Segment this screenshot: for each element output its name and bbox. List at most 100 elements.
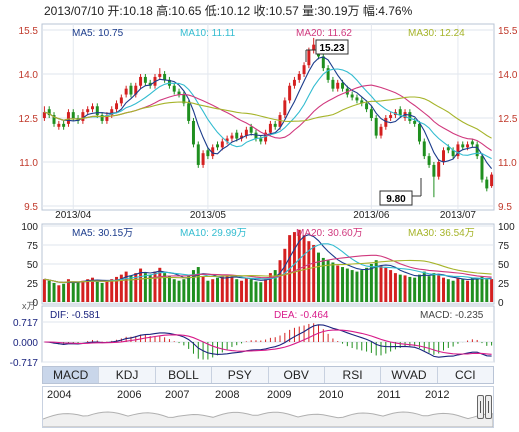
candle-body (283, 100, 287, 116)
candle-body (485, 179, 489, 189)
candle-body (302, 65, 306, 74)
price-x-tick: 2013/05 (190, 210, 227, 221)
candle-body (336, 82, 340, 89)
volume-bar (259, 282, 263, 302)
volume-bar (403, 275, 407, 302)
volume-y-tick-right: 75 (498, 241, 510, 252)
candle-body (86, 109, 90, 113)
candle-body (389, 115, 393, 118)
volume-legend-ma10: MA10: 29.99万 (180, 228, 247, 239)
candle-body (191, 120, 195, 145)
candle-body (158, 74, 162, 77)
macd-lines (44, 324, 492, 358)
volume-bar (90, 277, 94, 302)
candle-body (66, 112, 70, 124)
volume-legend-ma30: MA30: 36.54万 (408, 228, 475, 239)
price-y-tick-left: 9.5 (24, 202, 38, 213)
candle-body (273, 123, 277, 127)
volume-bar (163, 273, 167, 302)
volume-bar (384, 267, 388, 302)
candle-body (384, 118, 388, 127)
tab-wvad[interactable]: WVAD (381, 367, 438, 383)
volume-bar (66, 279, 70, 302)
volume-bar (177, 280, 181, 302)
candle-body (249, 126, 253, 133)
volume-bar (417, 274, 421, 302)
tab-obv[interactable]: OBV (269, 367, 325, 383)
volume-bar (139, 268, 143, 302)
price-y-axis: 9.5 9.5 11.0 11.0 12.5 12.5 14.0 14.0 15.5 15.5 (19, 26, 518, 213)
candle-body (254, 132, 258, 139)
volume-bar (427, 276, 431, 302)
volume-bar (326, 260, 330, 302)
volume-bar (129, 275, 133, 302)
candle-body (341, 82, 345, 89)
candle-body (461, 144, 465, 148)
tab-kdj[interactable]: KDJ (99, 367, 156, 383)
volume-moving-averages (44, 234, 492, 284)
volume-bar (273, 270, 277, 302)
volume-bar (413, 277, 417, 302)
volume-bar (422, 271, 426, 302)
volume-y-tick-right: 50 (498, 260, 510, 271)
volume-bar (456, 277, 460, 302)
candle-body (196, 144, 200, 165)
price-x-tick: 2013/06 (353, 210, 390, 221)
navigator-right-handle[interactable] (485, 395, 492, 419)
volume-bar (71, 281, 75, 302)
tab-macd[interactable]: MACD (43, 367, 100, 383)
volume-bar (331, 262, 335, 302)
volume-bar (110, 279, 114, 302)
candle-body (432, 164, 436, 177)
volume-ma30-line (44, 259, 492, 283)
tab-psy[interactable]: PSY (212, 367, 269, 383)
candle-body (427, 156, 431, 165)
price-y-tick-right: 9.5 (498, 202, 512, 213)
high-label: 15.23 (319, 43, 344, 54)
candle-body (177, 91, 181, 95)
volume-bar (470, 277, 474, 302)
navigator-year-label: 2007 (165, 389, 190, 401)
candle-body (326, 68, 330, 80)
volume-bar (408, 276, 412, 302)
price-x-tick: 2013/07 (440, 210, 477, 221)
volume-bar (249, 279, 253, 302)
candle-body (172, 85, 176, 92)
candle-body (331, 79, 335, 89)
volume-bar (490, 279, 494, 302)
navigator-year-label: 2010 (319, 389, 344, 401)
candle-body (307, 50, 311, 66)
volume-bar (360, 270, 364, 302)
candle-body (475, 144, 479, 157)
volume-legend-ma20: MA20: 30.60万 (296, 228, 363, 239)
volume-bar (461, 279, 465, 302)
candle-body (466, 144, 470, 148)
volume-bar (95, 280, 99, 302)
tab-boll[interactable]: BOLL (156, 367, 213, 383)
volume-bar (389, 270, 393, 302)
candle-body (52, 115, 56, 124)
macd-panel-frame (41, 305, 495, 363)
candle-body (129, 85, 133, 95)
volume-bar (220, 276, 224, 302)
volume-bar (115, 276, 119, 302)
navigator-year-label: 2008 (215, 389, 240, 401)
price-y-tick-right: 14.0 (498, 70, 518, 81)
candle-body (206, 150, 210, 157)
volume-bar (187, 275, 191, 302)
navigator-left-handle[interactable] (477, 395, 484, 419)
macd-y-axis: 0.717 0.000 -0.717 (10, 318, 39, 366)
macd-y-tick: 0.717 (13, 318, 38, 329)
candle-body (297, 74, 301, 80)
volume-unit-label: x万 (22, 301, 36, 311)
candle-body (62, 123, 66, 127)
timeline-navigator[interactable]: 2004 2006 2007 2008 2009 2010 2011 2012 (42, 386, 494, 428)
candle-body (422, 141, 426, 157)
volume-bar (316, 252, 320, 302)
tab-rsi[interactable]: RSI (325, 367, 382, 383)
volume-bar (81, 280, 85, 302)
ma30-line (44, 96, 492, 139)
tab-cci[interactable]: CCI (454, 368, 476, 382)
volume-bar (196, 267, 200, 302)
volume-bar (57, 285, 61, 302)
